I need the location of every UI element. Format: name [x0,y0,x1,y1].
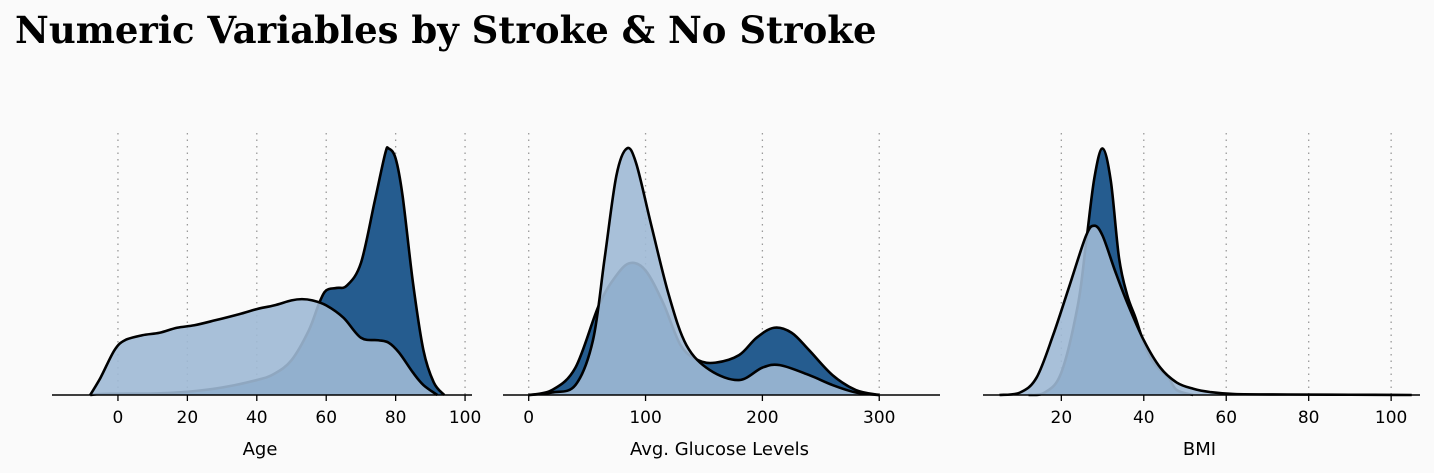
x-tick-label: 40 [246,408,268,428]
chart-title: Numeric Variables by Stroke & No Stroke [15,8,877,52]
no-stroke-density-line [528,146,880,397]
no-stroke-density-area [999,225,1412,395]
x-tick-label: 100 [1375,408,1407,428]
kde-panel-1: 0 20 40 60 80 100 Age [52,133,481,460]
no-stroke-density-area [528,147,880,395]
x-axis-label: Avg. Glucose Levels [630,439,809,460]
x-tick-label: 60 [1215,408,1237,428]
x-axis-label: Age [243,439,278,460]
x-tick-label: 20 [1051,408,1073,428]
no-stroke-density-line [999,224,1412,397]
x-tick-label: 40 [1133,408,1155,428]
x-tick-label: 20 [177,408,199,428]
kde-panel-3: 20 40 60 80 100 BMI [983,133,1420,460]
kde-panel-2: 0 100 200 300 Avg. Glucose Levels [503,133,940,460]
x-tick-label: 100 [449,408,481,428]
x-tick-label: 0 [113,408,124,428]
x-tick-label: 100 [629,408,661,428]
x-tick-label: 60 [315,408,337,428]
no-stroke-density-area [90,299,438,395]
x-tick-label: 80 [385,408,407,428]
x-tick-label: 200 [746,408,778,428]
no-stroke-density-line [89,297,439,397]
x-tick-label: 80 [1298,408,1320,428]
x-axis-label: BMI [1183,439,1216,460]
x-tick-label: 0 [523,408,534,428]
x-tick-label: 300 [863,408,895,428]
